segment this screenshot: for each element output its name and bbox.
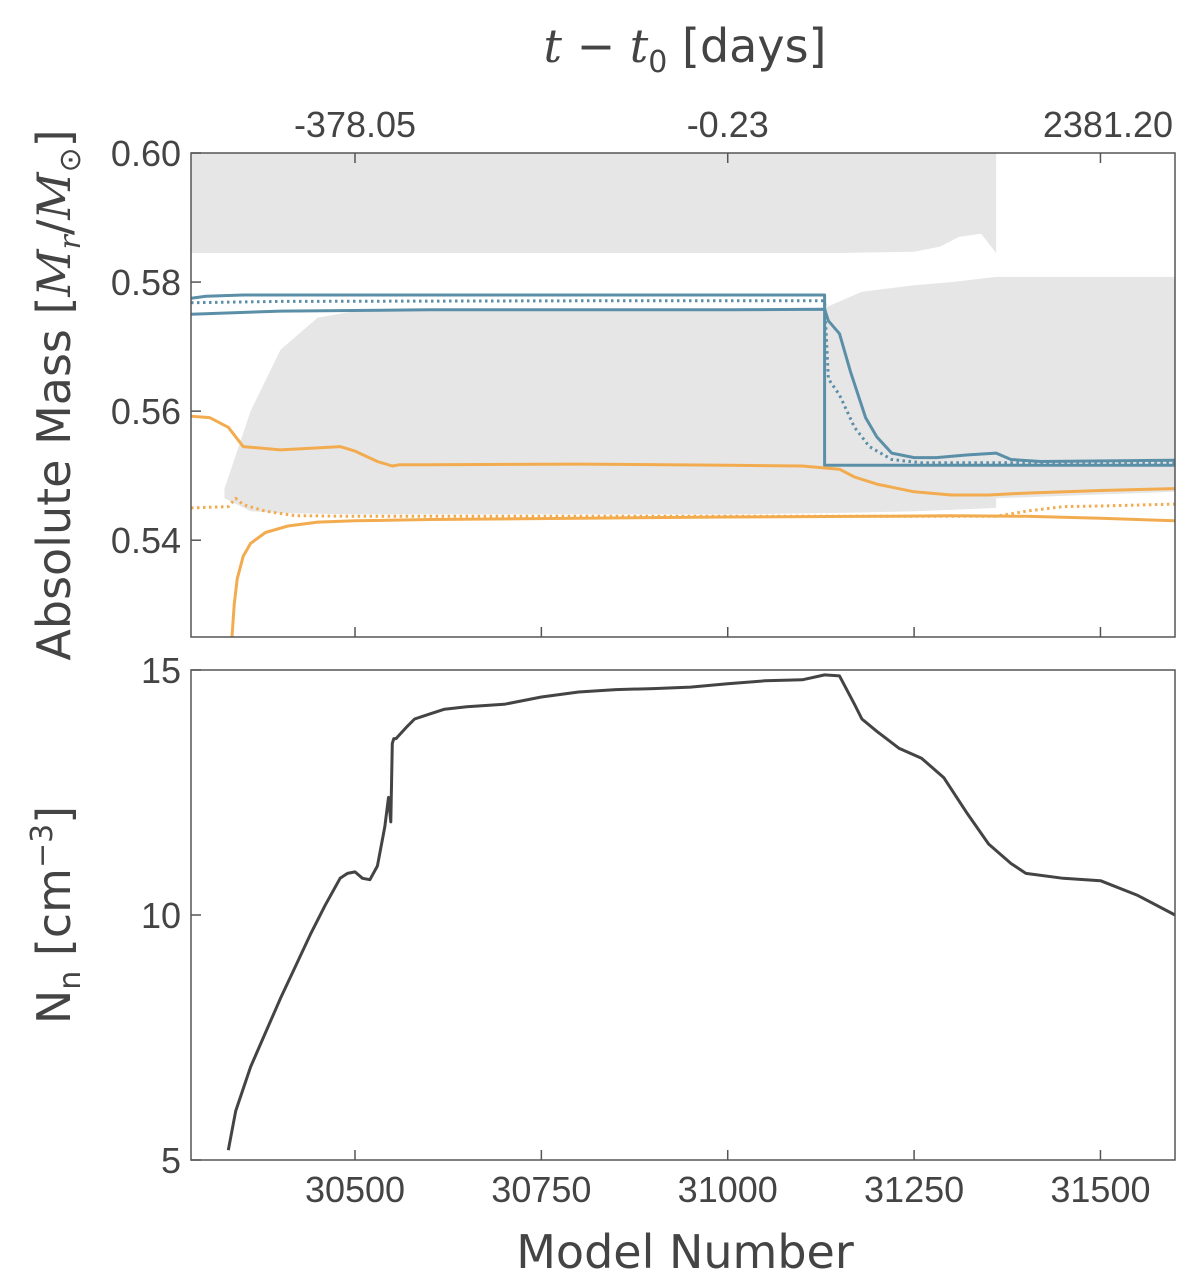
bottom-series-group bbox=[226, 673, 1175, 1151]
top-ylabel: Absolute Mass [Mr/M⊙] bbox=[27, 129, 88, 660]
top-ytick-label-0: 0.54 bbox=[111, 520, 181, 561]
top-series-line-4 bbox=[230, 514, 1175, 637]
top-series-group bbox=[191, 293, 1175, 637]
top-series-line-1 bbox=[191, 307, 1175, 463]
top-series-line-3 bbox=[191, 414, 1175, 497]
shaded-region-0 bbox=[191, 153, 1175, 253]
bottom-xtick-label-1: 30750 bbox=[491, 1169, 591, 1210]
top-series-line-5 bbox=[191, 496, 1175, 518]
bottom-xlabel: Model Number bbox=[516, 1225, 854, 1279]
top-axis-tick-label-0: -378.05 bbox=[294, 104, 416, 145]
top-panel: 0.54 0.56 0.58 0.60 -378.05 -0.23 2381.20 t − … bbox=[27, 19, 1176, 661]
top-ytick-label-1: 0.56 bbox=[111, 391, 181, 432]
top-ytick-label-2: 0.58 bbox=[111, 262, 181, 303]
bottom-xtick-label-2: 31000 bbox=[678, 1169, 778, 1210]
bottom-series-line-0 bbox=[226, 673, 1175, 1151]
top-axis-tick-label-1: -0.23 bbox=[687, 104, 769, 145]
top-ticks-group: 0.54 0.56 0.58 0.60 -378.05 -0.23 2381.20 bbox=[111, 104, 1173, 637]
top-plot-frame bbox=[190, 152, 1176, 638]
bottom-plot-frame bbox=[190, 669, 1176, 1161]
bottom-ylabel: Nn [cm−3] bbox=[25, 806, 88, 1024]
bottom-ytick-label-1: 10 bbox=[141, 895, 181, 936]
top-axis-tick-label-2: 2381.20 bbox=[1043, 104, 1173, 145]
bottom-xtick-label-0: 30500 bbox=[305, 1169, 405, 1210]
top-series-line-2 bbox=[191, 299, 1175, 465]
bottom-ytick-label-0: 5 bbox=[161, 1140, 181, 1181]
bottom-xtick-label-3: 31250 bbox=[864, 1169, 964, 1210]
bottom-ticks-group: 5 10 15 30500 30750 31000 31250 31500 bbox=[141, 650, 1151, 1210]
bottom-panel: 5 10 15 30500 30750 31000 31250 31500 Nn [cm−3]… bbox=[25, 650, 1176, 1279]
top-axis-title: t − t0 [days] bbox=[544, 19, 827, 80]
bottom-xtick-label-4: 31500 bbox=[1050, 1169, 1150, 1210]
top-series-line-0 bbox=[191, 293, 1175, 467]
shaded-region-1 bbox=[224, 276, 1175, 515]
shaded-regions bbox=[191, 153, 1175, 515]
bottom-ytick-label-2: 15 bbox=[141, 650, 181, 691]
top-ytick-label-3: 0.60 bbox=[111, 133, 181, 174]
